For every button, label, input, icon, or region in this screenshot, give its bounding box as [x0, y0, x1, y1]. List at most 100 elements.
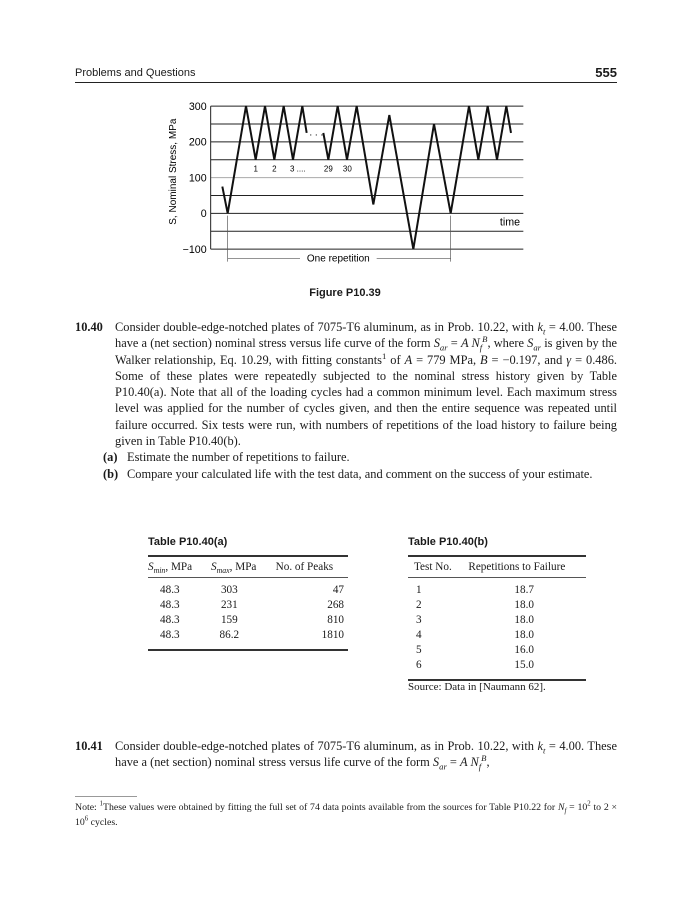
column-header: Smax, MPa: [211, 556, 276, 578]
superscript: B: [482, 334, 488, 345]
table-a: Smin , MPa Smax, MPa No. of Peaks 48.3 303…: [148, 555, 348, 651]
table-source: Source: Data in [Naumann 62].: [408, 681, 546, 693]
text-run: is given by the Walker relationship, Eq.…: [115, 336, 618, 367]
math-symbol: k: [537, 320, 543, 334]
math-symbol: A N: [460, 755, 479, 770]
superscript: 6: [84, 815, 89, 823]
problem-10-41: 10.41 Consider double-edge-notched plate…: [75, 738, 617, 771]
table-row: 48.3 159 810: [148, 613, 348, 628]
text-run: Consider double-edge-notched plates of 7…: [115, 739, 538, 753]
problem-number: 10.41: [75, 739, 103, 753]
cycle-label: 1: [253, 165, 258, 174]
table-cell: 86.2: [219, 629, 240, 641]
table-cell: 48.3: [160, 629, 180, 641]
text-run: = 0.486. Some of these plates were repea…: [115, 352, 617, 449]
text-run: , MPa: [229, 561, 257, 573]
text-run: = 4.00. These have a (net section) nomin…: [115, 739, 617, 770]
superscript: 1: [99, 800, 103, 808]
text-run: = 4.00. These have a (net section) nomin…: [115, 320, 617, 351]
text-run: = 779 MPa,: [412, 352, 481, 367]
x-axis-label: time: [500, 217, 520, 229]
table-cell: 810: [327, 614, 344, 626]
stress-history-figure: 300 200 100 0 −100 S, Nominal Stress, MPa . …: [168, 101, 524, 265]
table-cell: 18.0: [514, 599, 534, 611]
text-run: These values were obtained by fitting th…: [102, 802, 558, 813]
superscript: 2: [587, 800, 591, 808]
y-tick-label: 200: [189, 137, 207, 149]
math-subscript: min: [153, 566, 166, 576]
y-tick-label: −100: [183, 244, 207, 256]
footnote-rule: [75, 796, 137, 797]
math-symbol: S: [148, 561, 154, 573]
column-header: Repetitions to Failure: [468, 561, 566, 573]
text-run: , where: [487, 336, 528, 351]
text-run: cycles.: [88, 816, 118, 828]
table-cell: 48.3: [160, 599, 180, 611]
part-a: (a) Estimate the number of repetitions to…: [103, 449, 617, 465]
table-a-title: Table P10.40(a): [148, 536, 228, 548]
repetition-label: One repetition: [307, 254, 370, 265]
text-run: ,: [486, 755, 490, 770]
math-symbol: S: [527, 336, 534, 351]
text-run: Note:: [75, 802, 100, 813]
cycle-label: 3 ....: [290, 165, 306, 174]
text-run: to 2 × 10: [75, 802, 617, 828]
table-row: 3 18.0: [408, 613, 586, 628]
problem-text: Consider double-edge-notched plates of 7…: [115, 738, 617, 771]
part-label: (b): [103, 466, 119, 481]
superscript: B: [481, 753, 487, 764]
column-header: Test No.: [414, 561, 452, 573]
math-subscript: f: [479, 342, 483, 353]
table-cell: 231: [220, 599, 238, 611]
text-run: =: [447, 336, 461, 351]
math-subscript: ar: [439, 342, 448, 353]
table-cell: 6: [416, 659, 422, 671]
math-subscript: t: [542, 745, 546, 756]
cycle-label: 29: [324, 165, 333, 174]
table-cell: 159: [220, 614, 238, 626]
table-cell: 4: [416, 629, 422, 641]
table-row: 5 16.0: [408, 643, 586, 658]
table-row: 48.3 86.2 1810: [148, 628, 348, 650]
running-title: Problems and Questions: [75, 67, 196, 79]
table-cell: 303: [220, 584, 238, 596]
cycle-label: 2: [272, 165, 277, 174]
problem-number: 10.40: [75, 320, 103, 334]
table-cell: 268: [327, 599, 344, 611]
table-row: 48.3 303 47: [148, 578, 348, 599]
gap-dots: . . .: [309, 128, 323, 139]
stress-waveform-continued: [322, 105, 512, 250]
part-b: (b) Compare your calculated life with the…: [103, 466, 617, 482]
table-cell: 48.3: [160, 614, 180, 626]
text-run: Consider double-edge-notched plates of 7…: [115, 320, 538, 334]
table-row: 2 18.0: [408, 598, 586, 613]
part-label: (a): [103, 450, 118, 465]
figure-caption: Figure P10.39: [309, 287, 381, 299]
y-tick-label: 0: [201, 208, 207, 220]
text-run: of: [386, 352, 405, 367]
text-run: No. of Peaks: [275, 561, 334, 573]
text-run: = −0.197, and: [487, 352, 567, 367]
running-head: Problems and Questions 555: [75, 65, 617, 83]
problem-text: Consider double-edge-notched plates of 7…: [115, 319, 617, 449]
math-symbol: S: [432, 755, 440, 770]
table-cell: 15.0: [514, 659, 534, 671]
superscript: 1: [382, 350, 387, 361]
table-cell: 3: [416, 614, 422, 626]
math-subscript: f: [564, 807, 567, 815]
table-row: 4 18.0: [408, 628, 586, 643]
part-text: Estimate the number of repetitions to fa…: [127, 450, 350, 465]
math-subscript: ar: [533, 342, 542, 353]
y-tick-label: 100: [189, 172, 207, 184]
table-cell: 18.7: [514, 584, 534, 596]
stress-waveform: [221, 105, 308, 214]
table-cell: 18.0: [514, 614, 534, 626]
table-b-title: Table P10.40(b): [408, 536, 488, 548]
math-symbol: k: [537, 739, 543, 753]
table-row: 48.3 231 268: [148, 598, 348, 613]
table-cell: 1810: [321, 629, 344, 641]
footnote: Note: 1These values were obtained by fit…: [75, 801, 617, 830]
table-cell: 48.3: [160, 584, 180, 596]
math-symbol: S: [211, 561, 217, 573]
text-run: = 10: [566, 802, 588, 813]
